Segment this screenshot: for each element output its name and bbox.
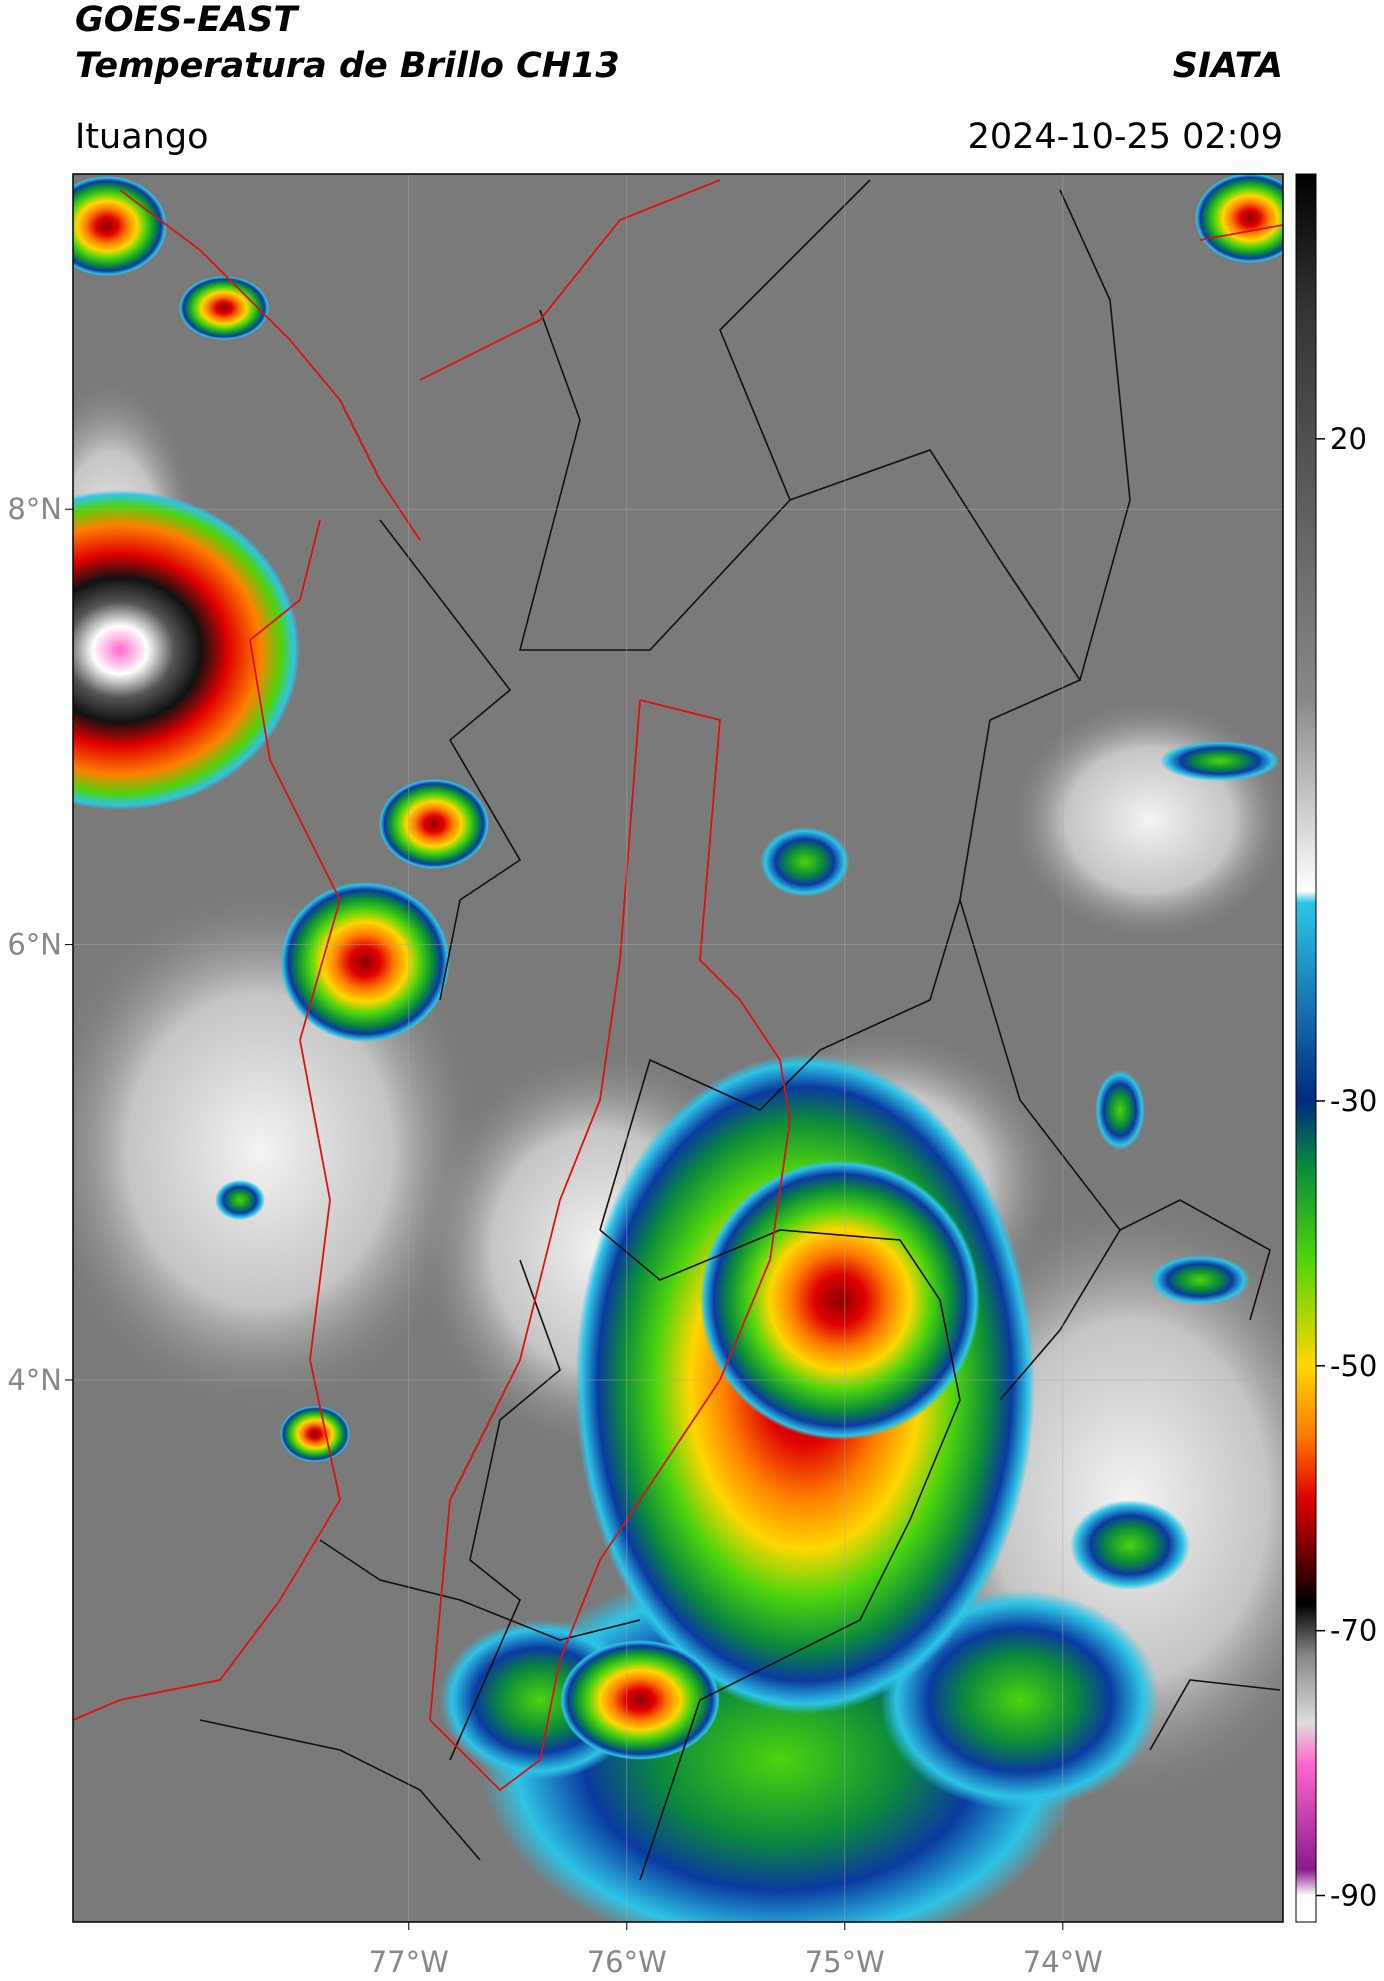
coast-line [119,189,421,541]
cloud-blob [379,779,489,869]
coast-line [73,519,341,1721]
border-line [449,1259,561,1761]
border-line [639,1299,961,1881]
cloud-blob [179,276,269,340]
colorbar-ticks: 20 -30 -50 -70 -90 [1316,422,1377,1913]
y-tick-label: 6°N [7,928,62,962]
x-tick-label: 74°W [1023,1945,1103,1979]
colorbar-tick-label: -50 [1330,1349,1377,1383]
cloud-blob [215,1180,265,1220]
cloud-blob [1095,1070,1145,1150]
coast-line [419,179,721,381]
border-line [319,1539,641,1641]
colorbar-tick-label: -70 [1330,1614,1377,1648]
cloud-blob [560,1640,720,1760]
cloud-blob [1070,1500,1190,1590]
border-line [599,899,961,1231]
map-area [73,174,1283,1922]
cloud-blob [73,490,300,810]
datetime: 2024-10-25 02:09 [968,117,1283,157]
y-tick-label: 8°N [7,492,62,526]
border-line [789,449,1082,901]
title-line2: Temperatura de Brillo CH13 [75,46,620,86]
coast-line [429,699,791,1792]
border-line [1149,1679,1281,1751]
coast-line [1199,224,1283,241]
border-line [379,519,522,1001]
cloud-field [73,174,1283,1922]
cloud-blob [1195,174,1283,263]
colorbar-tick-label: -90 [1330,1879,1377,1913]
border-line [1119,1199,1271,1321]
x-tick-label: 77°W [369,1945,449,1979]
border-line [1059,189,1131,681]
admin-borders [199,179,1281,1881]
cloud-blob [1160,741,1280,781]
title-line1: GOES-EAST [75,0,300,40]
cloud-blob [73,176,167,276]
border-line [518,179,871,651]
organization: SIATA [1173,46,1283,86]
x-tick-label: 75°W [805,1945,885,1979]
cloud-blob [700,1160,980,1440]
cloud-blob [1010,700,1283,940]
colorbar-tick-label: 20 [1330,422,1367,456]
map-frame [72,173,1284,1923]
cloud-blob [880,1590,1160,1810]
grid [73,174,1283,1922]
cloud-blob [760,827,850,897]
colorbar [1295,173,1317,1923]
border-line [199,1719,481,1861]
location: Ituango [75,117,209,157]
cloud-blob [280,1406,350,1462]
coastline [73,179,1283,1792]
border-line [599,1229,941,1301]
x-tick-label: 76°W [587,1945,667,1979]
cloud-blob [280,882,450,1042]
y-tick-label: 4°N [7,1363,62,1397]
axis-ticks: 77°W 76°W 75°W 74°W 8°N 6°N 4°N [7,492,1102,1979]
cloud-blob [1150,1255,1250,1305]
colorbar-tick-label: -30 [1330,1084,1377,1118]
